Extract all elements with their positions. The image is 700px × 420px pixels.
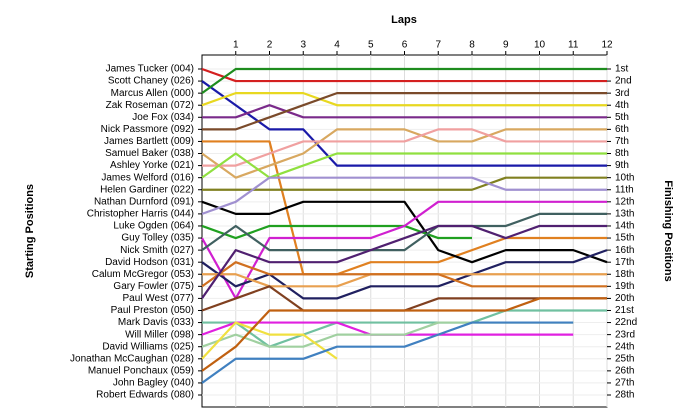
x-tick-label: 6 [402,40,408,51]
y2-tick-label: 17th [615,257,634,268]
legend-label: Calum McGregor (053) [92,269,194,280]
x-tick-label: 9 [503,40,509,51]
legend-label: Nathan Durnford (091) [94,196,194,207]
y-axis-title: Starting Positions [24,184,36,278]
x-tick-label: 5 [368,40,374,51]
series-line [201,128,607,179]
legend-label: Marcus Allen (000) [111,88,194,99]
y2-tick-label: 26th [615,365,634,376]
series-line [201,297,607,372]
series-line [201,80,607,167]
legend-label: Paul Preston (050) [111,305,194,316]
series-line [201,92,607,107]
y2-tick-label: 23rd [615,329,635,340]
y2-tick-label: 1st [615,64,629,75]
y2-tick-label: 7th [615,136,629,147]
x-tick-label: 12 [601,40,613,51]
x-tick-label: 4 [334,40,340,51]
y2-tick-label: 25th [615,353,634,364]
legend-label: James Tucker (004) [106,64,194,75]
legend-label: Nick Passmore (092) [101,124,194,135]
y2-tick-label: 10th [615,172,634,183]
y2-tick-label: 19th [615,281,634,292]
legend-label: Manuel Ponchaux (059) [88,365,194,376]
x-tick-label: 10 [534,40,546,51]
legend-label: Samuel Baker (038) [105,148,194,159]
legend-label: Jonathan McCaughan (028) [70,353,194,364]
chart-title: Laps [391,14,417,26]
y2-tick-label: 15th [615,233,634,244]
series-line [201,321,574,384]
series-line [201,224,607,300]
legend-label: Mark Davis (033) [118,317,194,328]
legend-label: David Williams (025) [102,341,194,352]
legend-label: Helen Gardiner (022) [100,184,194,195]
x-tick-label: 7 [435,40,441,51]
y2-tick-label: 22nd [615,317,637,328]
series-line [202,92,607,131]
y2-tick-label: 24th [615,341,634,352]
legend-label: James Bartlett (009) [104,136,194,147]
y2-tick-label: 6th [615,124,629,135]
x-tick-label: 3 [300,40,306,51]
series-line [201,200,607,300]
series-line [201,261,607,288]
series-line [201,321,338,360]
legend-label: Guy Tolley (035) [121,233,194,244]
legend-label: Christopher Harris (044) [87,209,194,220]
y2-tick-label: 16th [615,245,634,256]
legend-label: Ashley Yorke (021) [110,160,194,171]
y2-tick-label: 4th [615,100,629,111]
x-tick-label: 1 [233,40,239,51]
x-tick-label: 8 [469,40,475,51]
y2-tick-label: 28th [615,390,634,401]
legend-label: David Hodson (031) [105,257,194,268]
legend-label: Paul West (077) [122,293,194,304]
legend-label: Luke Ogden (064) [113,221,194,232]
x-tick-label: 2 [267,40,273,51]
y2-tick-label: 21st [615,305,634,316]
series-line [201,176,607,215]
y2-tick-label: 3rd [615,88,629,99]
y2-tick-label: 12th [615,196,634,207]
y2-tick-label: 18th [615,269,634,280]
y2-axis-title: Finishing Positions [662,180,674,281]
x-tick-label: 11 [568,40,579,51]
y2-tick-label: 27th [615,378,634,389]
y2-tick-label: 13th [615,209,634,220]
series-line [202,140,607,276]
legend-label: Will Miller (098) [125,329,194,340]
legend-label: Gary Fowler (075) [113,281,194,292]
legend-label: James Welford (016) [101,172,194,183]
series-line [201,67,607,95]
y2-tick-label: 11th [615,184,634,195]
y2-tick-label: 2nd [615,76,632,87]
series-line [202,176,607,191]
y2-tick-label: 20th [615,293,634,304]
legend-label: Scott Chaney (026) [108,76,194,87]
y2-tick-label: 14th [615,221,634,232]
series-line [201,67,607,83]
series-line [202,128,607,167]
y2-tick-label: 8th [615,148,629,159]
legend-label: Robert Edwards (080) [96,390,194,401]
series-line [201,200,608,264]
legend-label: Nick Smith (027) [120,245,194,256]
legend-label: Joe Fox (034) [132,112,194,123]
legend-label: John Bagley (040) [113,378,194,389]
y2-tick-label: 9th [615,160,629,171]
series-line [202,104,607,119]
y2-tick-label: 5th [615,112,629,123]
legend-label: Zak Roseman (072) [106,100,194,111]
series-line [201,212,607,252]
